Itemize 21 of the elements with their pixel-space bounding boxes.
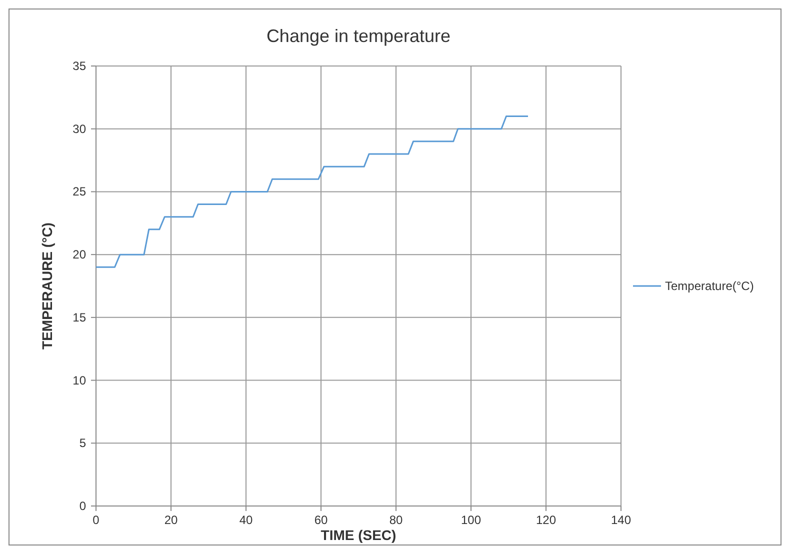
y-axis-title: TEMPERAURE (°C) (39, 222, 55, 350)
y-tick-label: 0 (79, 499, 86, 513)
chart-title: Change in temperature (266, 26, 451, 46)
y-tick-label: 20 (72, 248, 86, 262)
x-tick-label: 120 (536, 513, 556, 527)
x-axis-title: TIME (SEC) (320, 527, 396, 543)
x-tick-label: 60 (314, 513, 328, 527)
line-series (95, 116, 529, 268)
x-tick-label: 0 (92, 513, 100, 527)
x-tick-label: 40 (239, 513, 253, 527)
legend-label: Temperature(°C) (665, 279, 754, 293)
y-tick-label: 10 (72, 373, 86, 388)
y-tick-label: 35 (72, 59, 86, 73)
y-tick-label: 30 (72, 122, 86, 136)
x-tick-label: 80 (389, 513, 403, 527)
y-tick-label: 15 (72, 310, 86, 324)
y-tick-label: 5 (79, 436, 86, 450)
x-tick-label: 100 (460, 513, 482, 527)
x-tick-label: 140 (610, 513, 632, 527)
x-tick-label: 20 (164, 513, 178, 527)
y-tick-label: 25 (72, 184, 86, 199)
